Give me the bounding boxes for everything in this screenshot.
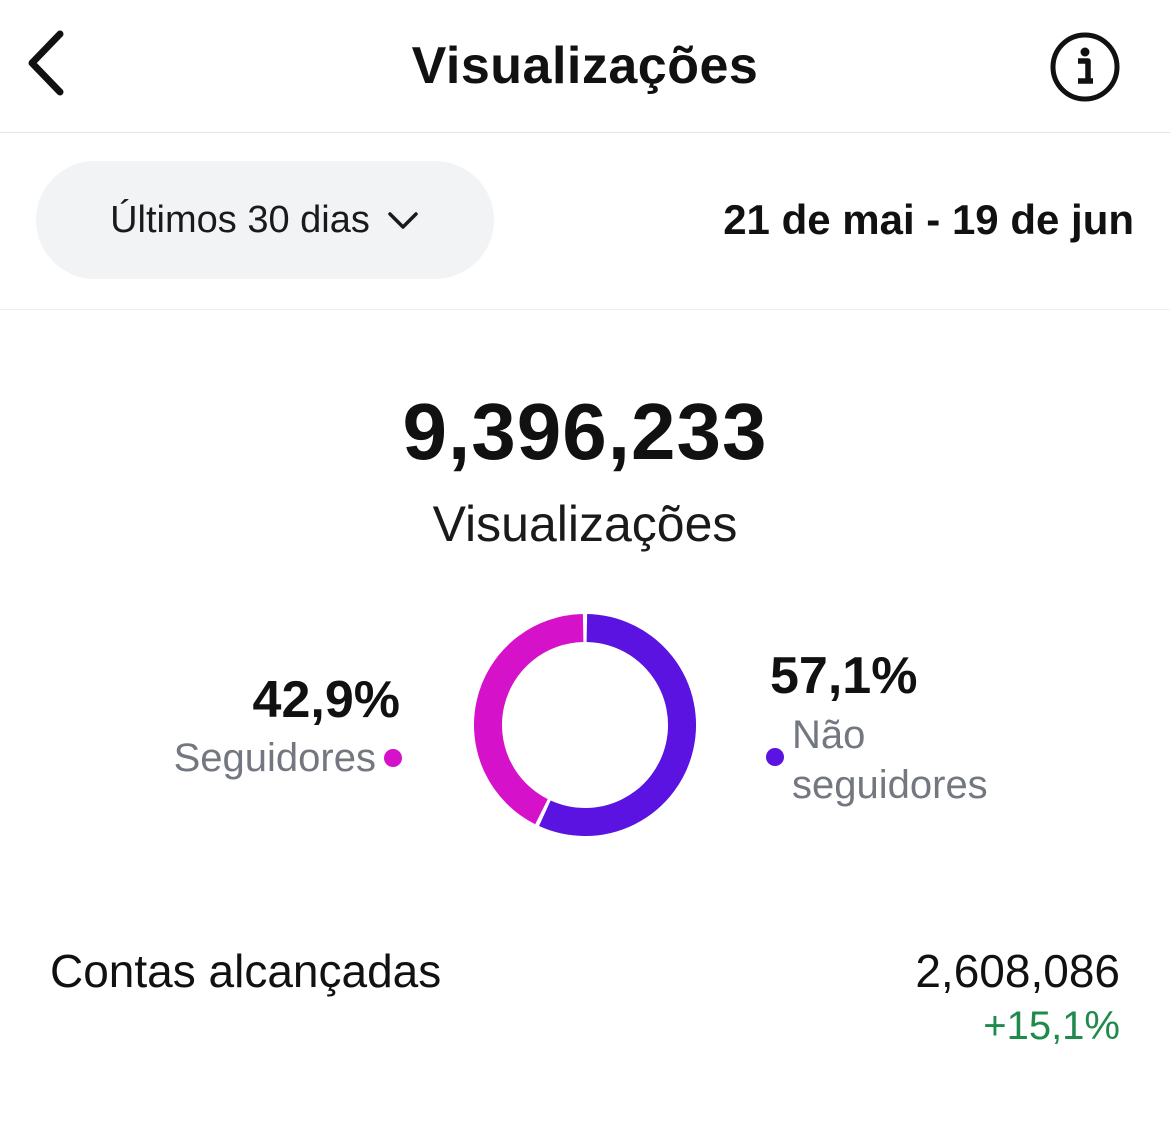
- total-views-value: 9,396,233: [402, 387, 768, 476]
- accounts-reached-value: 2,608,086: [915, 945, 1120, 997]
- date-range-dropdown-label: Últimos 30 dias: [110, 198, 370, 241]
- followers-percent: 42,9%: [252, 671, 400, 729]
- followers-donut-chart: [474, 614, 696, 836]
- chevron-down-icon: [388, 212, 418, 229]
- top-app-bar: Visualizações: [0, 0, 1170, 133]
- date-range-text: 21 de mai - 19 de jun: [723, 196, 1134, 243]
- non-followers-legend: Não seguidores: [766, 710, 1032, 810]
- donut-segment-followers: [474, 614, 584, 825]
- followers-legend-dot: [384, 749, 402, 767]
- accounts-reached-label: Contas alcançadas: [50, 945, 442, 997]
- followers-legend: Seguidores: [174, 734, 402, 782]
- date-range-dropdown[interactable]: Últimos 30 dias: [36, 161, 494, 279]
- non-followers-percent: 57,1%: [770, 647, 918, 705]
- page-title: Visualizações: [411, 37, 759, 95]
- chevron-left-icon: [28, 30, 64, 96]
- filter-bar: Últimos 30 dias 21 de mai - 19 de jun: [0, 133, 1170, 310]
- back-button[interactable]: [18, 26, 78, 100]
- accounts-reached-change: +15,1%: [983, 1004, 1120, 1048]
- followers-legend-label: Seguidores: [173, 736, 376, 780]
- non-followers-legend-label: Não seguidores: [792, 713, 988, 807]
- info-button[interactable]: [1048, 30, 1122, 104]
- info-icon: [1050, 32, 1120, 102]
- non-followers-legend-dot: [766, 748, 784, 766]
- donut-segment-non-followers: [539, 614, 696, 836]
- total-views-label: Visualizações: [432, 496, 738, 552]
